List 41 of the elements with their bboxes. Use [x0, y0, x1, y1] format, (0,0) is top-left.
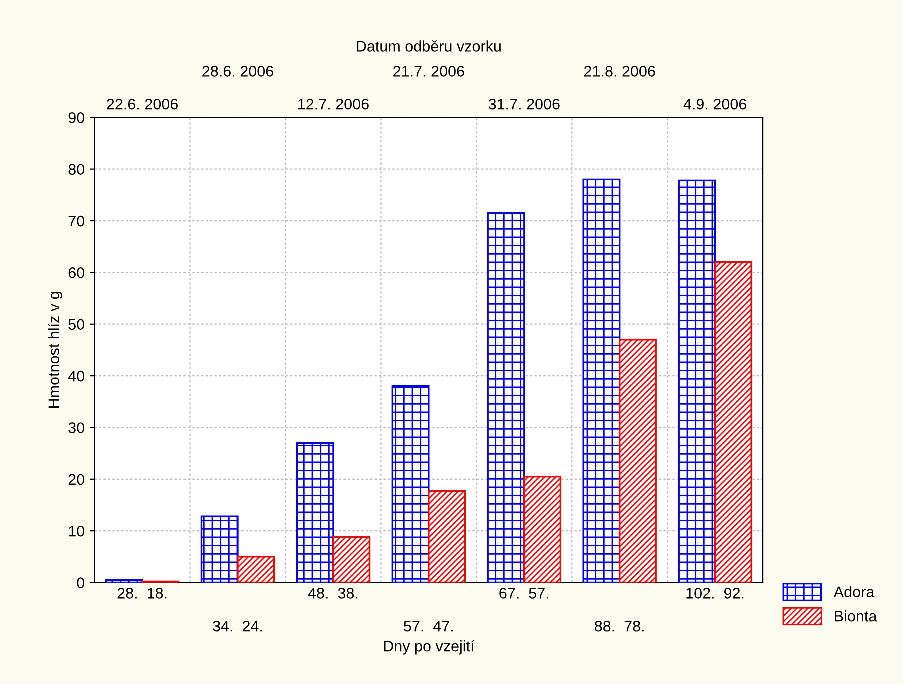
x-tick-label: 48. 38. — [308, 588, 358, 599]
y-axis-title: Hmotnost hlíz v g — [48, 292, 63, 408]
x-tick-label: 88. 78. — [595, 620, 644, 632]
bar — [582, 178, 621, 583]
bar — [714, 262, 752, 583]
y-tick-label: 90 — [68, 112, 84, 124]
bar — [296, 442, 334, 583]
x-tick-label: 34. 24. — [213, 620, 262, 632]
y-tick-label: 40 — [68, 370, 84, 382]
bar — [678, 180, 716, 583]
bar — [392, 386, 430, 583]
x2-axis-title: Datum odběru vzorku — [357, 40, 501, 52]
x-tick-label: 102. 92. — [686, 588, 744, 599]
x-axis-title: Dny po vzejití — [384, 640, 475, 655]
y-tick-label: 20 — [68, 474, 84, 486]
text: 22.6. 2006 — [107, 98, 178, 110]
text: 28.6. 2006 — [202, 66, 274, 77]
text: 4.9. 2006 — [684, 98, 746, 110]
x-tick-label: 28. 18. — [118, 588, 167, 599]
text: 12.7. 2006 — [298, 98, 369, 110]
text: 21.7. 2006 — [394, 66, 464, 77]
text: 21.8. 2006 — [584, 66, 656, 77]
y-tick-label: 50 — [68, 319, 84, 330]
bar — [524, 476, 562, 583]
y-tick-label: 30 — [68, 422, 84, 434]
y-tick-label: 80 — [68, 164, 84, 176]
bar — [200, 516, 239, 583]
y-tick-label: 70 — [68, 216, 84, 227]
bar — [332, 536, 371, 583]
text: 31.7. 2006 — [488, 98, 560, 110]
bar — [237, 556, 276, 583]
legend-label: Bionta — [835, 610, 878, 622]
bar — [428, 490, 466, 583]
x-tick-label: 67. 57. — [500, 588, 548, 599]
y-tick-label: 0 — [77, 578, 84, 588]
bar — [487, 212, 526, 583]
y-tick-label: 60 — [68, 268, 84, 278]
x-tick-label: 57. 47. — [404, 621, 454, 632]
legend-label: Adora — [834, 586, 875, 598]
bar — [619, 339, 657, 583]
y-tick-label: 10 — [69, 526, 84, 537]
